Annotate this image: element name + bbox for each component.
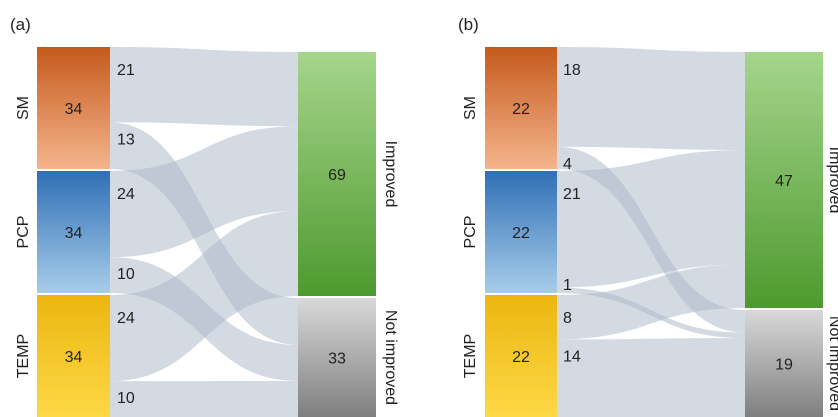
flow-sm-to-improved xyxy=(110,47,298,127)
node-temp-label: TEMP xyxy=(462,334,479,378)
node-not-improved-value: 19 xyxy=(775,357,793,374)
node-not-improved xyxy=(298,298,376,417)
panel-b: (b) 22 SM 18 4 22 PCP 21 1 22 TEMP 8 14 47 19 Improved N… xyxy=(458,15,838,417)
flow-sm-to-not-improved xyxy=(110,122,298,345)
node-sm-total: 34 xyxy=(65,101,83,118)
panel-label: (b) xyxy=(458,15,479,34)
node-pcp xyxy=(485,171,557,293)
node-sm-total: 22 xyxy=(512,101,530,118)
flow-temp-to-not-improved xyxy=(110,380,298,417)
node-sm xyxy=(485,47,557,169)
flow-sm-to-improved xyxy=(557,47,745,151)
node-temp-not-improved-count: 10 xyxy=(117,390,135,407)
flow-temp-to-improved xyxy=(557,264,745,340)
node-sm xyxy=(37,47,110,169)
flow-pcp-to-not-improved xyxy=(110,257,298,381)
node-temp xyxy=(37,295,110,417)
flow-group xyxy=(557,47,745,417)
node-improved xyxy=(298,52,376,296)
node-temp-total: 22 xyxy=(512,349,530,366)
node-not-improved-value: 33 xyxy=(328,351,346,368)
node-temp-improved-count: 8 xyxy=(563,310,572,327)
node-improved xyxy=(745,52,823,308)
flow-sm-to-not-improved xyxy=(557,146,745,333)
node-not-improved xyxy=(745,310,823,417)
flow-group xyxy=(110,47,298,417)
node-pcp-label: PCP xyxy=(15,216,32,249)
node-sm-label: SM xyxy=(15,96,32,120)
node-not-improved-label: Not improved xyxy=(826,316,838,411)
node-improved-value: 47 xyxy=(775,173,793,190)
node-temp-label: TEMP xyxy=(15,334,32,378)
node-improved-label: Improved xyxy=(382,141,399,208)
node-pcp-total: 34 xyxy=(65,225,83,242)
node-pcp-improved-count: 24 xyxy=(117,186,135,203)
node-improved-label: Improved xyxy=(826,147,838,214)
node-temp xyxy=(485,295,557,417)
node-temp-total: 34 xyxy=(65,349,83,366)
node-sm-not-improved-count: 4 xyxy=(563,156,572,173)
flow-temp-to-not-improved xyxy=(557,338,745,417)
node-pcp-label: PCP xyxy=(462,216,479,249)
flow-temp-to-improved xyxy=(110,211,298,382)
flow-pcp-to-not-improved xyxy=(557,287,745,339)
panel-a: (a) 34 SM 21 13 34 PCP 24 10 34 TEMP 24 10 69 33 Improv… xyxy=(10,15,399,417)
node-sm-label: SM xyxy=(462,96,479,120)
node-temp-improved-count: 24 xyxy=(117,310,135,327)
node-pcp xyxy=(37,171,110,293)
panel-label: (a) xyxy=(10,15,31,34)
node-pcp-not-improved-count: 1 xyxy=(563,277,572,294)
node-not-improved-label: Not improved xyxy=(382,310,399,405)
node-improved-value: 69 xyxy=(328,167,346,184)
node-sm-not-improved-count: 13 xyxy=(117,131,135,148)
node-pcp-total: 22 xyxy=(512,225,530,242)
node-sm-improved-count: 21 xyxy=(117,62,135,79)
node-pcp-not-improved-count: 10 xyxy=(117,266,135,283)
flow-pcp-to-improved xyxy=(110,126,298,258)
node-temp-not-improved-count: 14 xyxy=(563,348,581,365)
node-sm-improved-count: 18 xyxy=(563,62,581,79)
node-pcp-improved-count: 21 xyxy=(563,186,581,203)
